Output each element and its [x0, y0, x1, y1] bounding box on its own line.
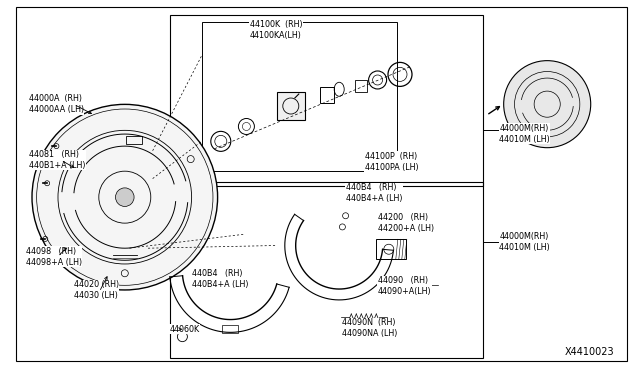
- Bar: [376, 239, 406, 259]
- Text: 44000M(RH)
44010M (LH): 44000M(RH) 44010M (LH): [499, 232, 550, 252]
- Text: 44100P  (RH)
44100PA (LH): 44100P (RH) 44100PA (LH): [365, 152, 419, 172]
- Bar: [126, 136, 142, 144]
- Bar: [276, 92, 305, 120]
- Text: 440B4   (RH)
440B4+A (LH): 440B4 (RH) 440B4+A (LH): [346, 183, 402, 203]
- Text: X4410023: X4410023: [564, 347, 614, 356]
- Text: 440B4   (RH)
440B4+A (LH): 440B4 (RH) 440B4+A (LH): [192, 269, 248, 289]
- Text: 44020 (RH)
44030 (LH): 44020 (RH) 44030 (LH): [74, 280, 119, 300]
- Text: 44098   (RH)
44098+A (LH): 44098 (RH) 44098+A (LH): [26, 247, 82, 267]
- Bar: [202, 22, 397, 171]
- Bar: [320, 87, 334, 103]
- Text: 44090N  (RH)
44090NA (LH): 44090N (RH) 44090NA (LH): [342, 318, 398, 338]
- Text: 44100K  (RH)
44100KA(LH): 44100K (RH) 44100KA(LH): [250, 20, 302, 40]
- Bar: [355, 80, 367, 92]
- Bar: [223, 324, 238, 333]
- Text: 44200   (RH)
44200+A (LH): 44200 (RH) 44200+A (LH): [378, 213, 434, 233]
- Bar: [170, 15, 483, 186]
- Text: 44060K: 44060K: [170, 325, 200, 334]
- Circle shape: [32, 105, 218, 290]
- Text: 44000A  (RH)
44000AA (LH): 44000A (RH) 44000AA (LH): [29, 94, 84, 114]
- Text: 44081   (RH)
440B1+A (LH): 44081 (RH) 440B1+A (LH): [29, 150, 85, 170]
- Text: 44000M(RH)
44010M (LH): 44000M(RH) 44010M (LH): [499, 124, 550, 144]
- Bar: [170, 182, 483, 358]
- Text: 44090   (RH)
44090+A(LH): 44090 (RH) 44090+A(LH): [378, 276, 431, 296]
- Circle shape: [504, 61, 591, 148]
- Circle shape: [116, 188, 134, 206]
